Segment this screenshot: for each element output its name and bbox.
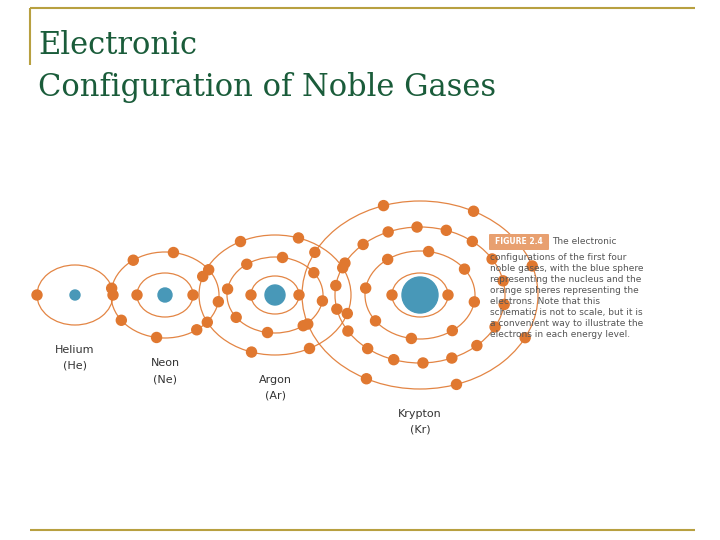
- Circle shape: [418, 358, 428, 368]
- Circle shape: [246, 290, 256, 300]
- Text: Helium: Helium: [55, 345, 95, 355]
- Circle shape: [447, 353, 457, 363]
- Text: electrons in each energy level.: electrons in each energy level.: [490, 330, 630, 339]
- Circle shape: [499, 300, 509, 309]
- FancyBboxPatch shape: [489, 234, 549, 250]
- Circle shape: [447, 326, 457, 335]
- Circle shape: [520, 333, 530, 343]
- Circle shape: [107, 284, 117, 293]
- Circle shape: [242, 259, 252, 269]
- Circle shape: [158, 288, 172, 302]
- Circle shape: [371, 316, 380, 326]
- Text: electrons. Note that this: electrons. Note that this: [490, 297, 600, 306]
- Text: (Ne): (Ne): [153, 374, 177, 384]
- Text: (Kr): (Kr): [410, 425, 431, 435]
- Circle shape: [467, 237, 477, 246]
- Circle shape: [527, 261, 537, 271]
- Circle shape: [361, 283, 371, 293]
- Circle shape: [198, 272, 207, 281]
- Circle shape: [443, 290, 453, 300]
- Circle shape: [192, 325, 202, 335]
- Text: Electronic: Electronic: [38, 30, 197, 61]
- Circle shape: [382, 254, 392, 265]
- Text: Neon: Neon: [150, 358, 179, 368]
- Circle shape: [298, 321, 308, 330]
- Circle shape: [151, 333, 161, 342]
- Text: Krypton: Krypton: [398, 409, 442, 419]
- Circle shape: [423, 247, 433, 256]
- Circle shape: [330, 281, 341, 291]
- Circle shape: [168, 247, 179, 258]
- Circle shape: [32, 290, 42, 300]
- Text: Configuration of Noble Gases: Configuration of Noble Gases: [38, 72, 496, 103]
- Circle shape: [441, 225, 451, 235]
- Text: representing the nucleus and the: representing the nucleus and the: [490, 275, 642, 284]
- Circle shape: [342, 308, 352, 319]
- Circle shape: [363, 343, 373, 354]
- Circle shape: [132, 290, 142, 300]
- Circle shape: [303, 319, 312, 329]
- Text: (Ar): (Ar): [264, 391, 286, 401]
- Circle shape: [469, 206, 479, 216]
- Circle shape: [387, 290, 397, 300]
- Text: schematic is not to scale, but it is: schematic is not to scale, but it is: [490, 308, 643, 317]
- Text: Argon: Argon: [258, 375, 292, 385]
- Circle shape: [490, 322, 500, 332]
- Circle shape: [318, 296, 328, 306]
- Circle shape: [108, 290, 118, 300]
- Circle shape: [70, 290, 80, 300]
- Text: orange spheres representing the: orange spheres representing the: [490, 286, 639, 295]
- Circle shape: [231, 312, 241, 322]
- Circle shape: [358, 239, 368, 249]
- Circle shape: [451, 380, 462, 389]
- Circle shape: [412, 222, 422, 232]
- Circle shape: [305, 343, 315, 354]
- Circle shape: [379, 200, 389, 211]
- Circle shape: [117, 315, 126, 325]
- Circle shape: [294, 233, 304, 243]
- Circle shape: [263, 328, 272, 338]
- Circle shape: [222, 284, 233, 294]
- Circle shape: [310, 247, 320, 258]
- Circle shape: [343, 326, 353, 336]
- Circle shape: [265, 285, 285, 305]
- Circle shape: [277, 253, 287, 262]
- Circle shape: [128, 255, 138, 265]
- Text: configurations of the first four: configurations of the first four: [490, 253, 626, 262]
- Circle shape: [389, 355, 399, 365]
- Circle shape: [204, 265, 214, 275]
- Circle shape: [459, 264, 469, 274]
- Circle shape: [406, 334, 416, 343]
- Text: a convenient way to illustrate the: a convenient way to illustrate the: [490, 319, 643, 328]
- Circle shape: [340, 258, 350, 268]
- Circle shape: [498, 276, 508, 286]
- Circle shape: [188, 290, 198, 300]
- Text: (He): (He): [63, 361, 87, 371]
- Circle shape: [235, 237, 246, 247]
- Circle shape: [361, 374, 372, 384]
- Circle shape: [487, 254, 497, 264]
- Circle shape: [246, 347, 256, 357]
- Circle shape: [402, 277, 438, 313]
- Circle shape: [469, 297, 480, 307]
- Text: The electronic: The electronic: [552, 238, 616, 246]
- Circle shape: [332, 304, 342, 314]
- Circle shape: [338, 263, 348, 273]
- Circle shape: [202, 317, 212, 327]
- Circle shape: [383, 227, 393, 237]
- Circle shape: [294, 290, 304, 300]
- Circle shape: [309, 268, 319, 278]
- Text: noble gases, with the blue sphere: noble gases, with the blue sphere: [490, 264, 644, 273]
- Text: FIGURE 2.4: FIGURE 2.4: [495, 238, 543, 246]
- Circle shape: [213, 296, 223, 307]
- Circle shape: [472, 341, 482, 350]
